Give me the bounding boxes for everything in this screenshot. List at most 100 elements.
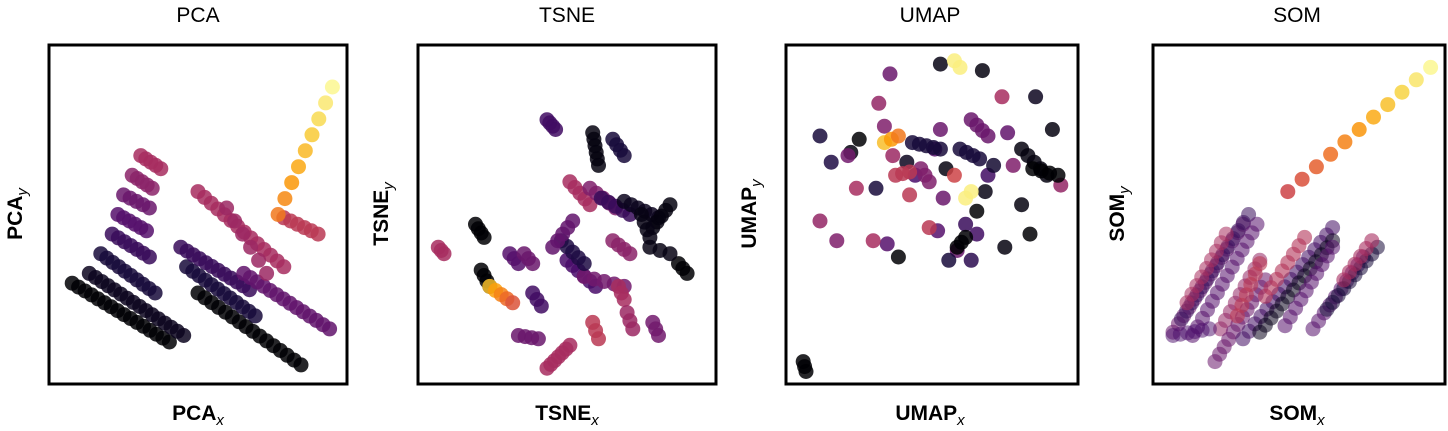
som-x-label: SOMx xyxy=(1269,402,1325,429)
umap-point-52 xyxy=(963,184,979,200)
pca-point-137 xyxy=(276,259,292,275)
umap-point-43 xyxy=(986,157,1002,173)
tsne-point-69 xyxy=(576,256,592,272)
pca-y-label: PCAy xyxy=(4,187,31,240)
panel-tsne: TSNE TSNEx TSNEy xyxy=(370,4,718,429)
pca-point-140 xyxy=(235,226,251,242)
som-point-165 xyxy=(1380,97,1396,113)
umap-point-39 xyxy=(941,252,957,268)
umap-point-0 xyxy=(932,56,948,72)
umap-point-41 xyxy=(1014,197,1030,213)
som-point-27 xyxy=(1241,207,1257,222)
pca-point-141 xyxy=(243,239,259,255)
umap-point-8 xyxy=(1044,122,1060,137)
som-point-115 xyxy=(1297,229,1313,245)
tsne-point-84 xyxy=(533,298,549,314)
tsne-point-100 xyxy=(530,331,546,347)
som-y-label: SOMy xyxy=(1106,185,1133,242)
umap-point-57 xyxy=(932,141,948,157)
tsne-point-72 xyxy=(436,246,452,262)
tsne-plot-frame xyxy=(416,43,718,386)
umap-point-10 xyxy=(812,128,828,144)
som-point-164 xyxy=(1366,109,1381,125)
som-title: SOM xyxy=(1273,4,1321,27)
umap-point-22 xyxy=(902,187,918,203)
umap-point-24 xyxy=(848,180,864,196)
pca-point-97 xyxy=(247,308,263,324)
pca-point-153 xyxy=(291,159,306,175)
umap-point-23 xyxy=(977,184,993,200)
pca-point-157 xyxy=(318,95,334,111)
tsne-point-47 xyxy=(476,229,492,245)
umap-point-7 xyxy=(932,122,948,137)
tsne-point-119 xyxy=(679,265,695,281)
tsne-point-107 xyxy=(562,337,578,353)
pca-point-150 xyxy=(270,207,286,222)
som-point-163 xyxy=(1351,122,1367,137)
panel-som: SOM SOMx SOMy xyxy=(1106,4,1447,429)
pca-point-31 xyxy=(176,328,192,343)
som-point-161 xyxy=(1323,146,1339,162)
som-scatter-points xyxy=(1165,59,1439,370)
umap-point-9 xyxy=(1000,125,1016,141)
pca-point-154 xyxy=(297,143,313,159)
umap-point-77 xyxy=(980,128,996,144)
pca-point-138 xyxy=(219,200,235,216)
umap-point-69 xyxy=(1050,167,1066,183)
pca-point-152 xyxy=(284,175,300,191)
som-point-158 xyxy=(1280,184,1296,200)
umap-point-27 xyxy=(969,203,985,219)
umap-point-60 xyxy=(921,174,937,190)
som-point-160 xyxy=(1308,159,1324,175)
umap-point-50 xyxy=(952,59,968,75)
pca-point-143 xyxy=(259,265,275,281)
pca-point-48 xyxy=(141,249,157,265)
pca-point-123 xyxy=(322,321,338,337)
pca-point-151 xyxy=(277,191,293,207)
tsne-y-label: TSNEy xyxy=(370,181,397,246)
tsne-point-18 xyxy=(582,197,598,213)
umap-plot-frame xyxy=(784,43,1080,386)
umap-point-48 xyxy=(890,128,906,144)
som-point-151 xyxy=(1364,233,1380,249)
som-point-157 xyxy=(1201,321,1217,337)
umap-point-2 xyxy=(974,63,990,79)
pca-point-155 xyxy=(304,127,320,143)
umap-point-3 xyxy=(1028,89,1044,105)
som-point-162 xyxy=(1337,134,1353,150)
umap-point-40 xyxy=(865,233,881,249)
umap-point-20 xyxy=(946,167,962,183)
pca-point-158 xyxy=(324,79,340,95)
umap-point-37 xyxy=(879,236,895,252)
tsne-title: TSNE xyxy=(539,4,595,27)
panel-pca: PCA PCAx PCAy xyxy=(4,4,349,429)
umap-point-32 xyxy=(1022,226,1038,242)
som-point-166 xyxy=(1394,84,1410,100)
pca-scatter-points xyxy=(64,79,340,373)
umap-point-34 xyxy=(829,233,845,249)
som-point-125 xyxy=(1325,239,1341,255)
umap-point-16 xyxy=(823,154,839,170)
umap-point-35 xyxy=(997,239,1013,255)
pca-point-139 xyxy=(227,213,243,229)
umap-point-73 xyxy=(972,151,988,167)
pca-point-15 xyxy=(161,334,177,350)
tsne-point-90 xyxy=(591,331,606,347)
umap-point-1 xyxy=(882,66,898,82)
tsne-point-122 xyxy=(662,246,678,262)
pca-point-41 xyxy=(147,285,163,301)
umap-x-label: UMAPx xyxy=(895,402,965,429)
pca-title: PCA xyxy=(176,4,219,27)
umap-point-80 xyxy=(958,229,974,245)
umap-y-label: UMAPy xyxy=(738,178,765,249)
pca-point-85 xyxy=(293,357,309,373)
umap-point-4 xyxy=(871,95,887,111)
som-point-77 xyxy=(1252,256,1268,272)
pca-point-156 xyxy=(311,111,327,127)
umap-point-31 xyxy=(921,220,937,236)
umap-point-86 xyxy=(798,364,814,379)
tsne-point-112 xyxy=(565,213,581,229)
umap-point-26 xyxy=(935,190,951,206)
pca-point-69 xyxy=(153,161,169,177)
umap-point-83 xyxy=(902,164,918,180)
